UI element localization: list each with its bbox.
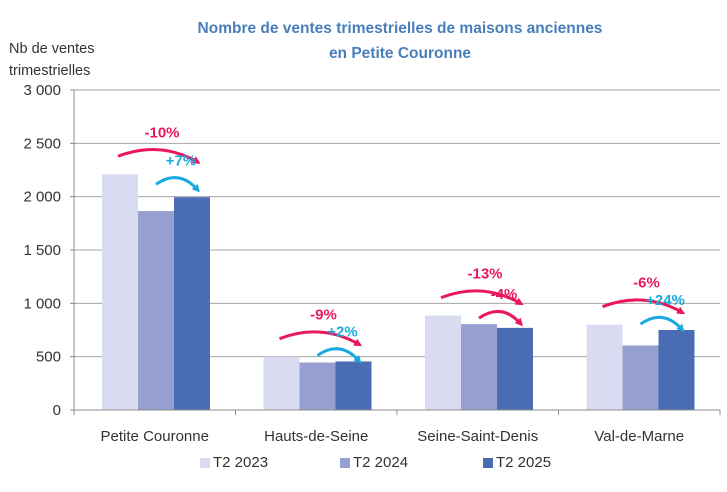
legend-label: T2 2024 bbox=[353, 454, 409, 471]
change-label: -13% bbox=[467, 266, 502, 283]
change-label: +24% bbox=[646, 292, 685, 309]
legend: T2 2023 T2 2024 T2 2025 bbox=[0, 454, 727, 478]
bar-t2-2024 bbox=[622, 345, 659, 410]
bar-t2-2025 bbox=[497, 327, 533, 410]
x-tick-label: Petite Couronne bbox=[101, 428, 209, 445]
y-axis-label-line-1: Nb de ventes bbox=[9, 41, 95, 57]
y-tick-label: 2 000 bbox=[23, 189, 61, 206]
change-arrow bbox=[601, 298, 686, 315]
bar-t2-2023 bbox=[102, 174, 138, 410]
bar-t2-2023 bbox=[586, 324, 623, 410]
chart-title-line-1: Nombre de ventes trimestrielles de maiso… bbox=[197, 20, 603, 37]
y-tick-label: 500 bbox=[36, 349, 61, 366]
x-axis-ticks: Petite Couronne Hauts-de-Seine Seine-Saint… bbox=[73, 410, 721, 445]
x-tick-label: Hauts-de-Seine bbox=[264, 428, 368, 445]
x-tick-label: Val-de-Marne bbox=[594, 428, 684, 445]
bar-t2-2025 bbox=[658, 330, 695, 410]
change-arrow bbox=[316, 347, 362, 364]
chart-title-line-2: en Petite Couronne bbox=[328, 45, 472, 62]
change-label: -10% bbox=[144, 124, 179, 141]
change-label: +2% bbox=[327, 323, 357, 340]
change-arrow bbox=[117, 148, 201, 164]
bar-t2-2024 bbox=[138, 211, 174, 410]
change-arrow bbox=[639, 315, 685, 333]
y-axis-label-line-2: trimestrielles bbox=[9, 63, 91, 79]
change-arrow bbox=[155, 176, 200, 193]
y-axis-ticks: 0 500 1 000 1 500 2 000 2 500 3 000 bbox=[23, 82, 74, 419]
y-tick-label: 0 bbox=[53, 402, 61, 419]
chart-title: Nombre de ventes trimestrielles de maiso… bbox=[150, 16, 650, 66]
change-label: -9% bbox=[310, 307, 337, 324]
bar-t2-2025 bbox=[335, 361, 372, 410]
legend-item: T2 2023 bbox=[200, 454, 268, 471]
legend-swatch bbox=[483, 457, 493, 468]
y-tick-label: 2 500 bbox=[23, 135, 61, 152]
bar-t2-2023 bbox=[263, 356, 300, 410]
y-tick-label: 1 000 bbox=[23, 295, 61, 312]
y-tick-label: 1 500 bbox=[23, 242, 61, 259]
bar-t2-2023 bbox=[425, 315, 461, 410]
change-arrow bbox=[440, 289, 524, 306]
change-label: -4% bbox=[491, 286, 518, 303]
legend-label: T2 2023 bbox=[213, 454, 269, 471]
legend-swatch bbox=[340, 457, 350, 468]
legend-label: T2 2025 bbox=[496, 454, 552, 471]
x-tick-label: Seine-Saint-Denis bbox=[417, 428, 538, 445]
change-annotations: -10% +7% -9%+2% -13% -4% -6%+24% bbox=[117, 124, 686, 364]
legend-swatch bbox=[200, 457, 210, 468]
bar-t2-2025 bbox=[174, 197, 210, 410]
legend-item: T2 2025 bbox=[483, 454, 551, 471]
bar-t2-2024 bbox=[461, 324, 497, 410]
change-label: +7% bbox=[166, 152, 196, 169]
y-tick-label: 3 000 bbox=[23, 82, 61, 99]
legend-item: T2 2024 bbox=[340, 454, 408, 471]
change-arrow bbox=[278, 330, 363, 347]
bar-t2-2024 bbox=[299, 362, 336, 410]
y-axis-label: Nb de ventes trimestrielles bbox=[9, 38, 94, 82]
bars bbox=[102, 174, 695, 410]
change-arrow bbox=[478, 309, 523, 327]
change-label: -6% bbox=[633, 275, 660, 292]
